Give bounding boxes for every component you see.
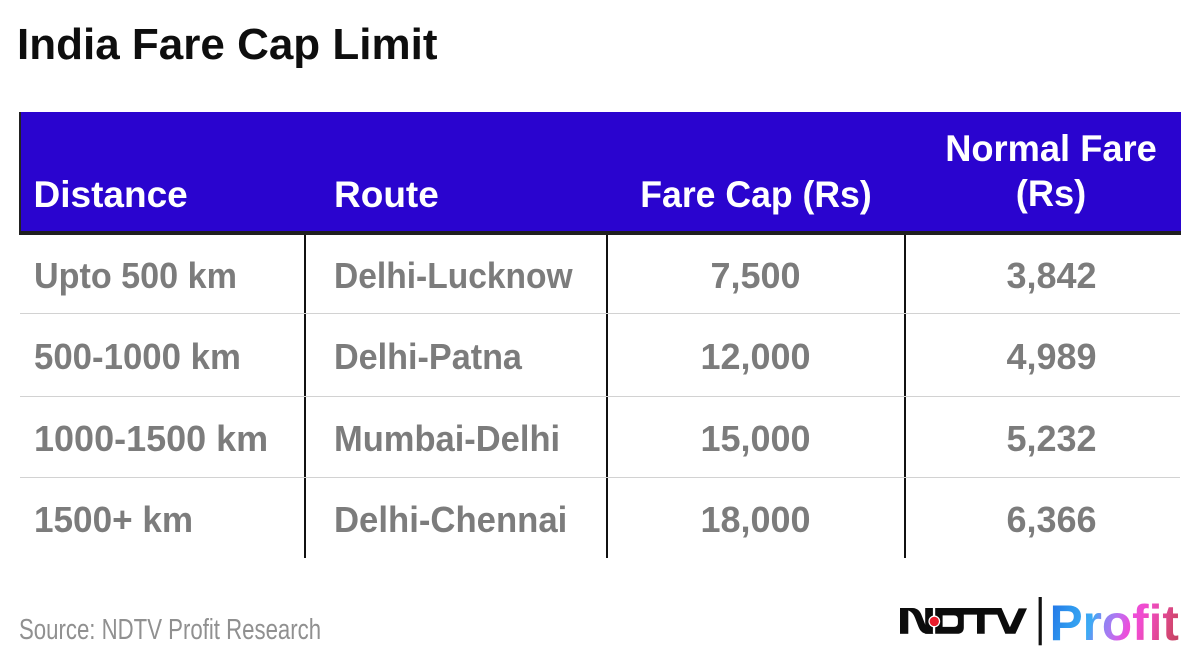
svg-text:Profit: Profit [1050, 594, 1179, 651]
